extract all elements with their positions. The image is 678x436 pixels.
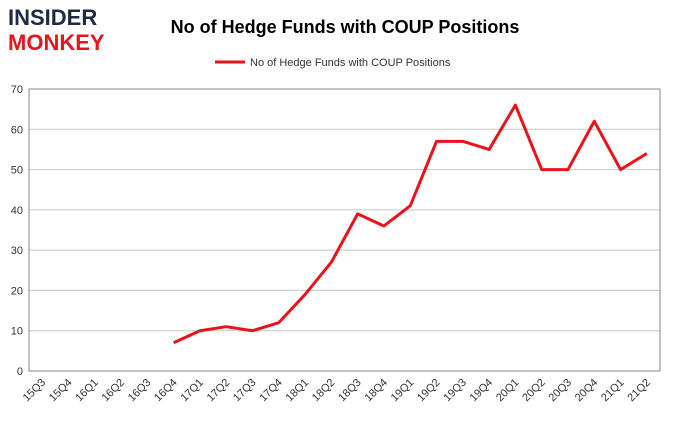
y-tick-label: 30: [11, 245, 23, 257]
y-tick-label: 60: [11, 124, 23, 136]
y-tick-label: 70: [11, 84, 23, 96]
chart-title: No of Hedge Funds with COUP Positions: [171, 17, 520, 37]
logo-top: INSIDER: [8, 5, 97, 30]
y-tick-label: 0: [17, 366, 23, 378]
y-tick-label: 20: [11, 285, 23, 297]
y-tick-label: 40: [11, 205, 23, 217]
y-tick-label: 10: [11, 326, 23, 338]
data-line: [172, 103, 648, 345]
plot-frame: [28, 88, 661, 372]
legend-label: No of Hedge Funds with COUP Positions: [250, 57, 451, 69]
y-tick-label: 50: [11, 165, 23, 177]
logo-bottom: MONKEY: [8, 30, 105, 55]
